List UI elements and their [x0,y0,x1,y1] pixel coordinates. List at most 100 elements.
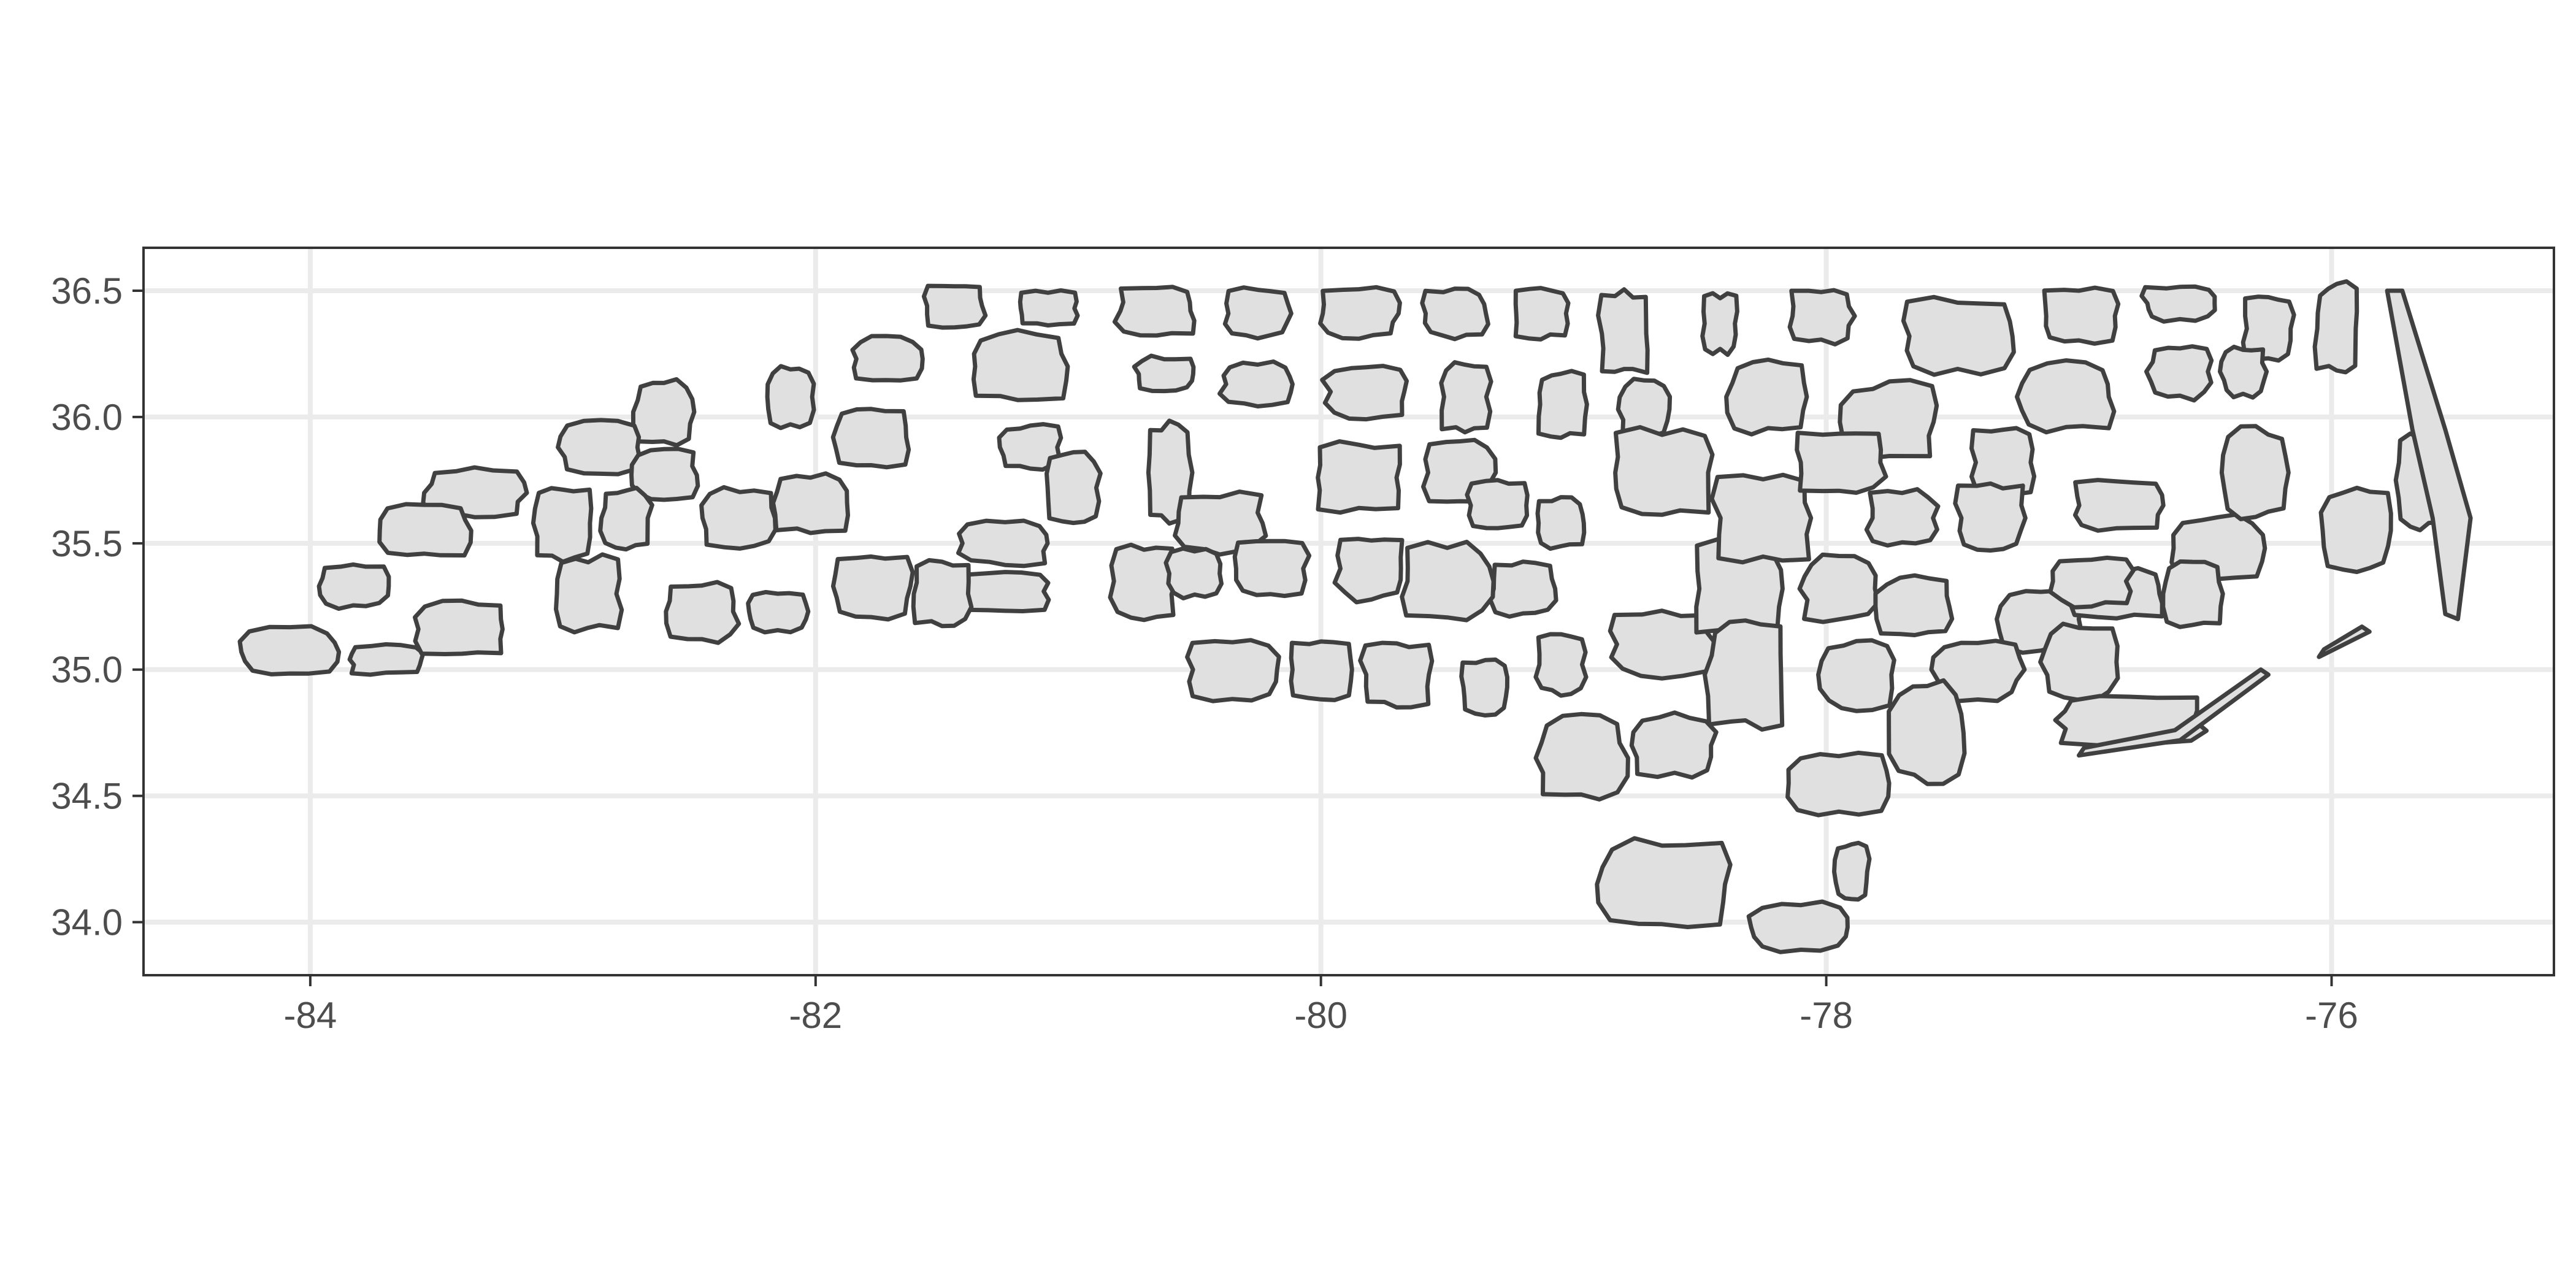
county-shape[interactable] [1459,657,1509,718]
county-shape[interactable] [1873,573,1955,637]
county-shape[interactable] [629,447,700,502]
county-shape[interactable] [1217,359,1295,408]
county-shape[interactable] [2218,345,2269,400]
county-shape[interactable] [1320,364,1409,422]
county-shape[interactable] [1797,552,1880,624]
county-shape[interactable] [850,334,925,383]
x-axis: -84 -82 -80 -78 -76 [284,975,2358,1036]
county-shape[interactable] [2318,485,2393,574]
county-shape[interactable] [531,486,594,564]
county-shape[interactable] [956,518,1050,569]
county-shape[interactable] [2015,358,2117,435]
county-shape[interactable] [1887,678,1967,786]
county-shape[interactable] [771,471,850,535]
county-shape[interactable] [1596,287,1650,375]
x-tick-label: -82 [789,995,842,1036]
county-shape[interactable] [664,580,742,645]
county-shape[interactable] [2161,559,2225,629]
county-shape[interactable] [830,554,915,622]
county-shape[interactable] [2144,344,2214,403]
barrier-island-shape [2385,288,2473,621]
county-shape[interactable] [2048,555,2136,610]
county-shape[interactable] [1533,711,1630,802]
county-shape[interactable] [1112,285,1197,338]
county-shape[interactable] [971,328,1070,402]
county-shape[interactable] [1724,357,1809,437]
county-shape[interactable] [1901,294,2016,377]
county-shape[interactable] [1864,487,1941,548]
county-shape[interactable] [1832,840,1872,902]
county-shape[interactable] [1513,286,1571,342]
county-shape[interactable] [1709,472,1814,565]
county-shape[interactable] [598,486,654,552]
county-shape[interactable] [2139,284,2217,324]
county-shape[interactable] [2038,621,2120,703]
county-shape[interactable] [1953,481,2028,553]
county-shape[interactable] [1535,495,1587,551]
county-shape[interactable] [1163,546,1224,600]
county-shape[interactable] [1222,285,1294,341]
county-shape[interactable] [1595,836,1733,929]
county-shape[interactable] [921,283,988,330]
county-shape[interactable] [1358,640,1435,710]
barrier-island-shape [2317,624,2372,659]
county-shape[interactable] [1318,285,1402,341]
y-tick-label: 35.0 [51,650,123,691]
county-shape[interactable] [2219,424,2291,521]
county-shape[interactable] [1045,450,1103,526]
county-shape[interactable] [1816,638,1896,713]
y-tick-label: 34.0 [51,902,123,943]
y-tick-label: 34.5 [51,776,123,817]
county-shape[interactable] [1533,632,1589,698]
county-shape[interactable] [1185,638,1281,703]
county-shape[interactable] [377,502,473,558]
county-shape[interactable] [347,642,426,677]
county-shape[interactable] [2241,294,2296,363]
county-shape[interactable] [1132,353,1196,394]
county-shape[interactable] [237,624,342,677]
barrier-island-shape [2077,667,2271,758]
county-shape[interactable] [2042,285,2121,346]
county-shape[interactable] [746,589,811,635]
county-shape[interactable] [1795,431,1888,495]
county-shape[interactable] [1465,478,1530,531]
county-shape[interactable] [316,562,391,611]
county-shape[interactable] [765,364,816,431]
county-shape[interactable] [1536,369,1589,440]
county-shape[interactable] [1439,360,1493,435]
county-shape[interactable] [1018,288,1080,328]
county-shape[interactable] [1703,618,1785,732]
county-shape[interactable] [911,558,974,629]
county-shape[interactable] [1332,537,1405,605]
county-shape[interactable] [413,598,505,656]
county-shape[interactable] [1289,639,1354,702]
county-shape[interactable] [2312,279,2359,375]
y-tick-label: 35.5 [51,523,123,564]
county-shape[interactable] [1700,291,1739,357]
panel-border [142,247,2555,976]
county-shape[interactable] [556,418,642,477]
county-shape[interactable] [1108,542,1178,623]
county-shape[interactable] [2072,478,2166,533]
county-shape[interactable] [1787,288,1857,347]
county-shape[interactable] [960,570,1051,613]
county-shape[interactable] [1420,286,1490,342]
county-shape[interactable] [1316,439,1402,515]
county-shape[interactable] [830,407,911,470]
county-shape[interactable] [1929,638,2027,703]
x-tick-label: -84 [284,995,337,1036]
county-shape[interactable] [1400,540,1496,623]
county-shape[interactable] [1232,539,1312,599]
county-shape[interactable] [554,552,624,635]
county-shape[interactable] [1488,559,1558,619]
county-shape[interactable] [631,377,697,448]
county-shape[interactable] [1608,608,1719,681]
county-shape[interactable] [699,485,778,551]
county-shape[interactable] [1629,710,1719,780]
county-shape[interactable] [1785,750,1892,818]
county-shape[interactable] [1613,425,1715,517]
x-tick-label: -80 [1294,995,1347,1036]
y-tick-label: 36.5 [51,270,123,312]
county-shape[interactable] [1746,899,1850,954]
